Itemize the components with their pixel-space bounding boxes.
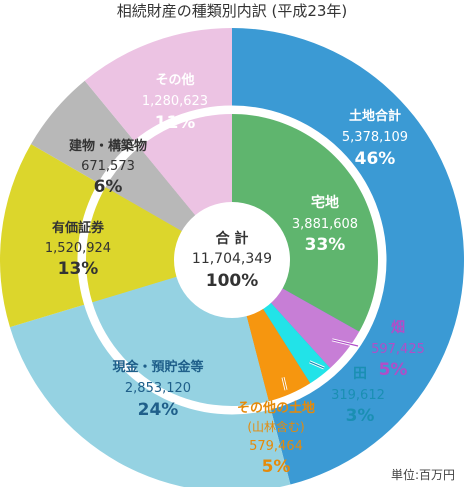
label-other-land-value: 579,464	[249, 439, 303, 454]
label-residential-value: 3,881,608	[292, 217, 358, 232]
total-value: 11,704,349	[192, 251, 272, 267]
inner-labels: 宅地 3,881,608 33% 畑 597,425 5% 田 319,612 …	[237, 194, 425, 477]
label-paddy-pct: 3%	[346, 406, 375, 426]
label-cash-value: 2,853,120	[125, 381, 191, 396]
total-percent: 100%	[206, 271, 259, 291]
label-field-name: 畑	[390, 320, 405, 336]
label-other-name: その他	[155, 72, 194, 88]
label-buildings-name: 建物・構築物	[69, 138, 147, 154]
total-label: 合 計	[216, 230, 249, 247]
label-cash-pct: 24%	[138, 400, 179, 420]
label-other-value: 1,280,623	[142, 94, 208, 109]
label-securities-value: 1,520,924	[45, 241, 111, 256]
outer-labels: 土地合計 5,378,109 46% 現金・預貯金等 2,853,120 24%…	[45, 72, 408, 420]
label-buildings-value: 671,573	[81, 159, 135, 174]
leader-lines	[281, 338, 359, 391]
leader-line-core-2	[309, 361, 325, 369]
label-land-total-value: 5,378,109	[342, 130, 408, 145]
chart-title: 相続財産の種類別内訳 (平成23年)	[117, 2, 348, 20]
label-other-land-sub: (山林含む)	[247, 419, 304, 434]
label-residential-name: 宅地	[311, 194, 339, 211]
label-other-land-name: その他の土地	[237, 400, 315, 416]
leader-line-core-1	[331, 339, 359, 347]
label-paddy-name: 田	[353, 366, 367, 382]
label-securities-name: 有価証券	[52, 220, 105, 236]
label-paddy-value: 319,612	[331, 388, 385, 403]
label-field-value: 597,425	[371, 342, 425, 357]
label-securities-pct: 13%	[58, 259, 99, 279]
ring-separator	[77, 105, 387, 415]
label-land-total-name: 土地合計	[349, 108, 401, 124]
inner-nonland-slice-1	[85, 187, 232, 303]
center-disc	[174, 202, 290, 318]
label-other-land-pct: 5%	[262, 457, 291, 477]
label-other-pct: 11%	[155, 113, 196, 133]
label-cash-name: 現金・預貯金等	[112, 359, 203, 375]
label-buildings-pct: 6%	[94, 177, 123, 197]
label-field-pct: 5%	[379, 360, 408, 380]
label-land-total-pct: 46%	[355, 149, 396, 169]
unit-note: 単位:百万円	[391, 467, 455, 482]
label-residential-pct: 33%	[305, 235, 346, 255]
leader-line-core-3	[282, 377, 287, 391]
